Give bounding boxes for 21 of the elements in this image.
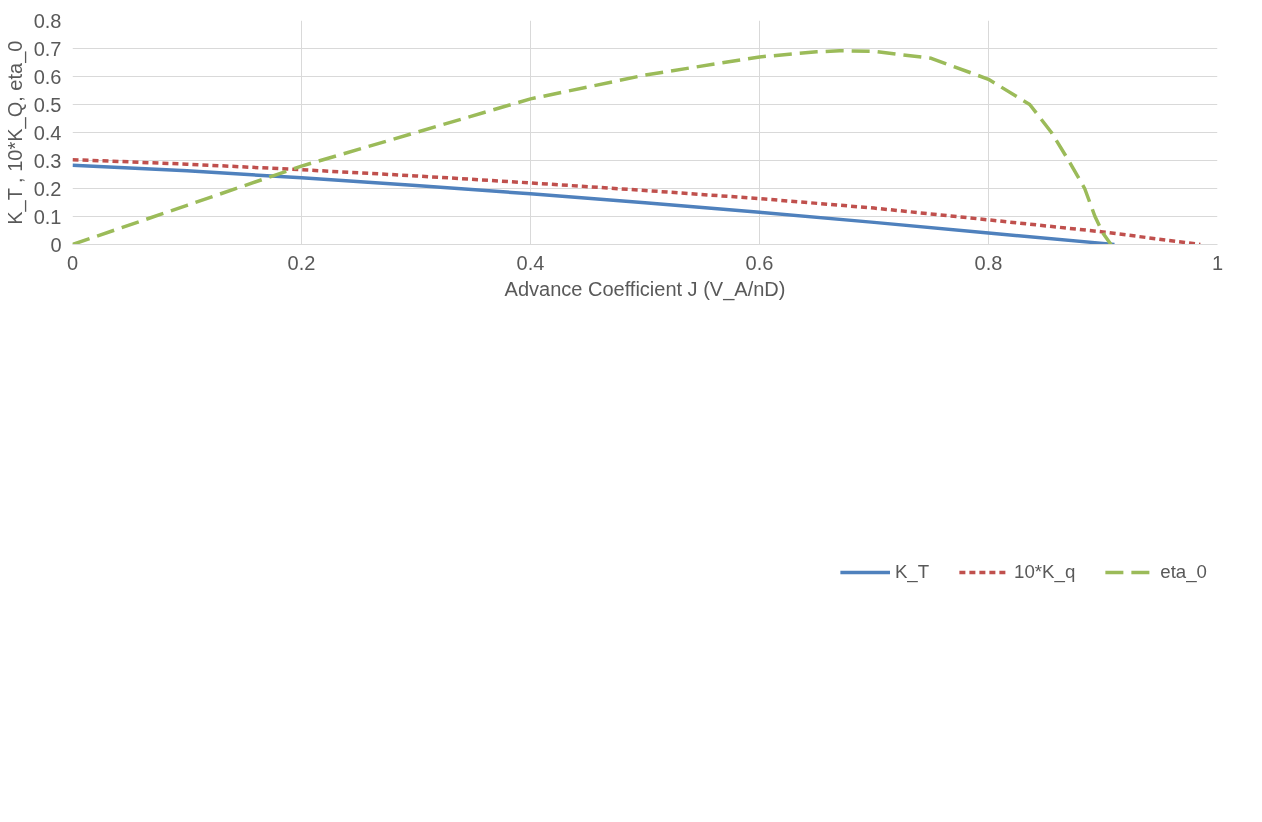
y-tick-label: 0.1 bbox=[33, 205, 62, 228]
x-tick-label: 0.8 bbox=[974, 251, 1003, 274]
x-tick-label: 0.4 bbox=[516, 251, 545, 274]
x-tick-label: 0.6 bbox=[745, 251, 774, 274]
y-tick-label: 0.6 bbox=[33, 65, 62, 88]
legend-label: eta_0 bbox=[1160, 561, 1207, 583]
line-series bbox=[72, 48, 1113, 245]
x-tick-label: 1 bbox=[1211, 251, 1224, 274]
y-tick-label: 0.7 bbox=[33, 37, 62, 60]
x-tick-label: 0.2 bbox=[287, 251, 316, 274]
y-tick-label: 0.8 bbox=[33, 9, 62, 32]
legend-label: K_T bbox=[894, 561, 930, 583]
y-tick-label: 0.3 bbox=[33, 149, 62, 172]
x-axis-title: Advance Coefficient J (V_A/nD) bbox=[504, 277, 786, 301]
y-tick-label: 0.5 bbox=[33, 93, 62, 116]
y-tick-label: 0.4 bbox=[33, 121, 62, 144]
y-tick-label: 0 bbox=[50, 233, 62, 256]
x-tick-label: 0 bbox=[66, 251, 79, 274]
y-axis-title: K_T , 10*K_Q, eta_0 bbox=[3, 40, 27, 225]
y-tick-label: 0.2 bbox=[33, 177, 62, 200]
legend-label: 10*K_q bbox=[1014, 561, 1076, 583]
